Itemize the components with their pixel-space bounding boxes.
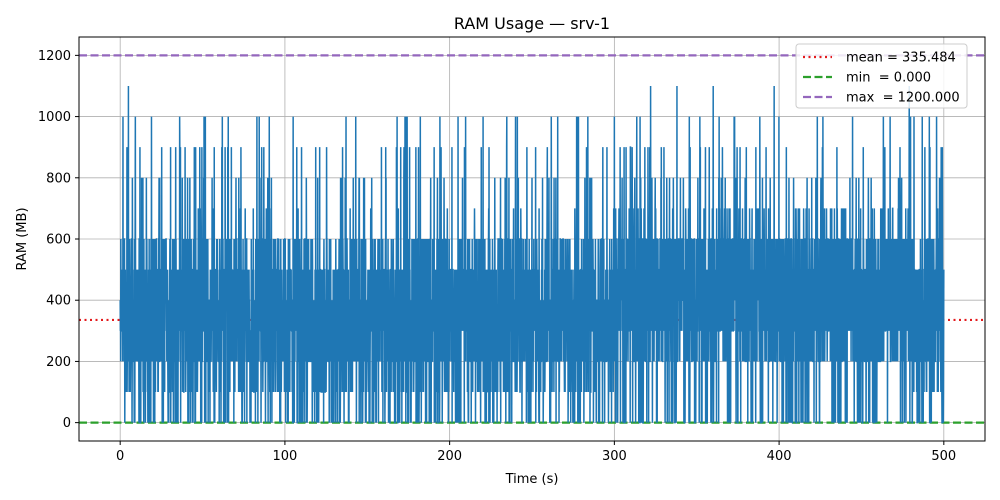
series-layer: [119, 85, 945, 424]
y-tick-label: 400: [46, 294, 71, 309]
legend-box: [795, 43, 968, 109]
legend-label: min = 0.000: [846, 71, 931, 86]
legend: mean = 335.484 min = 0.000 max = 1200.000: [795, 43, 968, 109]
x-tick-label: 400: [767, 449, 792, 464]
y-tick-label: 0: [63, 416, 71, 431]
x-ticks: 0 100 200 300 400 500: [116, 441, 956, 464]
y-tick-label: 800: [46, 171, 71, 186]
x-tick-label: 100: [272, 449, 297, 464]
ram-series-line: [119, 85, 945, 424]
chart-title: RAM Usage — srv-1: [454, 14, 610, 33]
legend-label: mean = 335.484: [846, 51, 956, 66]
x-tick-label: 300: [602, 449, 627, 464]
x-tick-label: 500: [931, 449, 956, 464]
y-axis-label: RAM (MB): [15, 207, 30, 270]
y-tick-label: 1000: [38, 110, 71, 125]
x-tick-label: 0: [116, 449, 124, 464]
y-ticks: 0 200 400 600 800 1000 1200: [38, 49, 79, 431]
y-tick-label: 1200: [38, 49, 71, 64]
x-axis-label: Time (s): [505, 472, 559, 487]
y-tick-label: 600: [46, 233, 71, 248]
x-tick-label: 200: [437, 449, 462, 464]
y-tick-label: 200: [46, 355, 71, 370]
legend-label: max = 1200.000: [846, 91, 960, 106]
